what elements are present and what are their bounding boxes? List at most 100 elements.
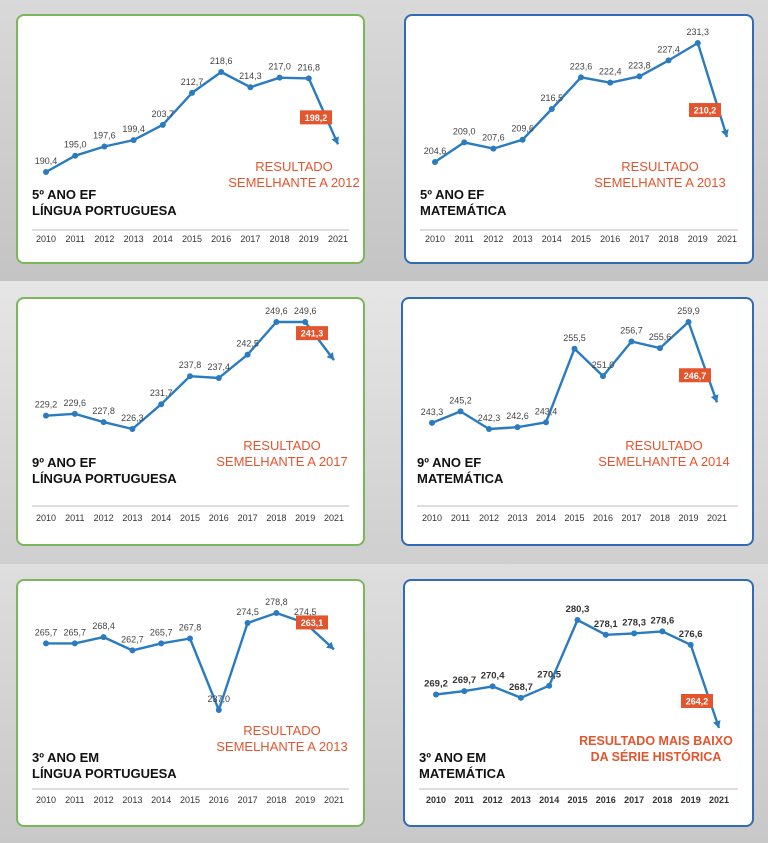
highlight-value-box: [296, 326, 328, 341]
data-label: 217,0: [268, 62, 291, 72]
data-label: 209,0: [453, 126, 476, 136]
chart-card-9ef-matematica: 243,3 245,2 242,3 242,6 243,4 255,5 251,0 256,7…: [401, 297, 754, 546]
data-point: [215, 375, 222, 382]
annotation-line: RESULTADO: [243, 438, 321, 453]
chart-title-line: LÍNGUA PORTUGUESA: [32, 203, 177, 218]
data-point: [100, 419, 107, 426]
data-point: [43, 412, 49, 419]
x-tick-label: 2011: [65, 513, 84, 523]
data-label: 278,8: [265, 597, 288, 607]
chart-title-line: 5º ANO EF: [420, 187, 484, 202]
chart-title-line: LÍNGUA PORTUGUESA: [32, 766, 177, 781]
line-chart: 204,6 209,0 207,6 209,6 216,5 223,6 222,4 223,8…: [420, 27, 738, 244]
annotation-line: SEMELHANTE A 2014: [598, 454, 730, 469]
highlight-value-label: 263,1: [301, 618, 324, 628]
data-point: [490, 145, 497, 152]
data-label: 218,6: [210, 56, 233, 66]
data-point: [71, 410, 78, 417]
data-label: 274,5: [236, 607, 259, 617]
x-tick-label: 2016: [211, 234, 231, 244]
x-tick-label: 2010: [425, 234, 445, 244]
x-tick-label: 2021: [707, 513, 727, 523]
data-point: [514, 424, 521, 431]
annotation-line: RESULTADO: [243, 723, 321, 738]
x-tick-label: 2014: [151, 513, 171, 523]
annotation-line: SEMELHANTE A 2013: [216, 739, 348, 754]
data-label: 270,5: [537, 670, 561, 681]
highlight-value-box: [689, 103, 721, 118]
data-point: [72, 152, 79, 159]
data-point: [43, 640, 49, 647]
data-label: 276,6: [679, 629, 703, 640]
x-tick-label: 2019: [295, 795, 315, 805]
data-point: [187, 635, 193, 642]
x-tick-label: 2015: [564, 513, 584, 523]
data-label: 227,4: [657, 44, 680, 54]
chart-title-line: 3º ANO EM: [419, 750, 486, 765]
data-point: [218, 69, 225, 75]
data-point: [687, 641, 694, 648]
chart-card-5ef-portugues: 190,4 195,0 197,6 199,4 203,7 212,7 218,6 214,3…: [16, 14, 365, 264]
data-label: 237,8: [179, 360, 202, 370]
highlight-value-label: 241,3: [301, 329, 324, 339]
data-label: 231,3: [687, 27, 710, 37]
x-tick-label: 2021: [324, 513, 344, 523]
data-point: [461, 139, 468, 146]
data-label: 223,6: [570, 61, 593, 71]
data-label: 255,6: [649, 332, 672, 342]
x-tick-label: 2010: [36, 795, 56, 805]
x-tick-label: 2013: [513, 234, 533, 244]
x-tick-label: 2015: [182, 234, 202, 244]
data-point: [665, 57, 672, 64]
series-arrow-head: [710, 394, 719, 403]
data-label: 199,4: [122, 124, 145, 134]
x-tick-label: 2011: [451, 513, 470, 523]
chart-title-line: MATEMÁTICA: [420, 203, 507, 218]
x-tick-label: 2015: [180, 795, 200, 805]
series-line: [45, 70, 340, 174]
data-label: 227,8: [92, 406, 115, 416]
chart-title-line: 9º ANO EF: [417, 455, 481, 470]
data-point: [273, 610, 280, 616]
data-point: [546, 682, 553, 689]
x-tick-label: 2011: [66, 234, 85, 244]
x-tick-label: 2017: [621, 513, 641, 523]
highlight-value-box: [296, 615, 328, 630]
x-tick-label: 2021: [709, 795, 729, 805]
data-point: [607, 79, 614, 86]
data-label: 226,3: [121, 413, 144, 423]
data-label: 207,6: [482, 133, 505, 143]
data-point: [187, 373, 193, 380]
x-tick-label: 2013: [122, 513, 142, 523]
data-point: [129, 426, 136, 432]
x-tick-label: 2021: [324, 795, 344, 805]
data-label: 216,8: [298, 62, 321, 72]
x-tick-label: 2021: [328, 234, 348, 244]
series-line: [435, 618, 721, 729]
x-tick-label: 2016: [593, 513, 613, 523]
chart-card-3em-portugues: 265,7 265,7 268,4 262,7 265,7 267,8 237,0 274,5…: [16, 579, 365, 827]
data-label: 214,3: [239, 71, 262, 81]
data-point: [574, 617, 581, 623]
x-tick-label: 2012: [483, 234, 503, 244]
data-label: 242,5: [236, 339, 259, 349]
data-point: [302, 319, 309, 325]
x-tick-label: 2016: [209, 513, 229, 523]
x-tick-label: 2015: [180, 513, 200, 523]
data-label: 209,6: [511, 124, 534, 134]
data-label: 245,2: [449, 395, 472, 405]
x-tick-label: 2019: [688, 234, 708, 244]
chart-card-3em-matematica: 269,2 269,7 270,4 268,7 270,5 280,3 278,1 278,3…: [403, 579, 754, 827]
data-label: 237,0: [208, 694, 231, 704]
data-label: 249,6: [294, 306, 317, 316]
data-label: 195,0: [64, 140, 87, 150]
x-tick-label: 2015: [567, 795, 587, 805]
data-label: 269,7: [452, 675, 476, 686]
highlight-value-label: 246,7: [684, 371, 707, 381]
data-point: [486, 426, 492, 432]
data-label: 269,2: [424, 678, 448, 689]
x-tick-label: 2016: [596, 795, 616, 805]
data-point: [130, 137, 137, 144]
chart-title-line: 9º ANO EF: [32, 455, 96, 470]
x-tick-label: 2019: [681, 795, 701, 805]
